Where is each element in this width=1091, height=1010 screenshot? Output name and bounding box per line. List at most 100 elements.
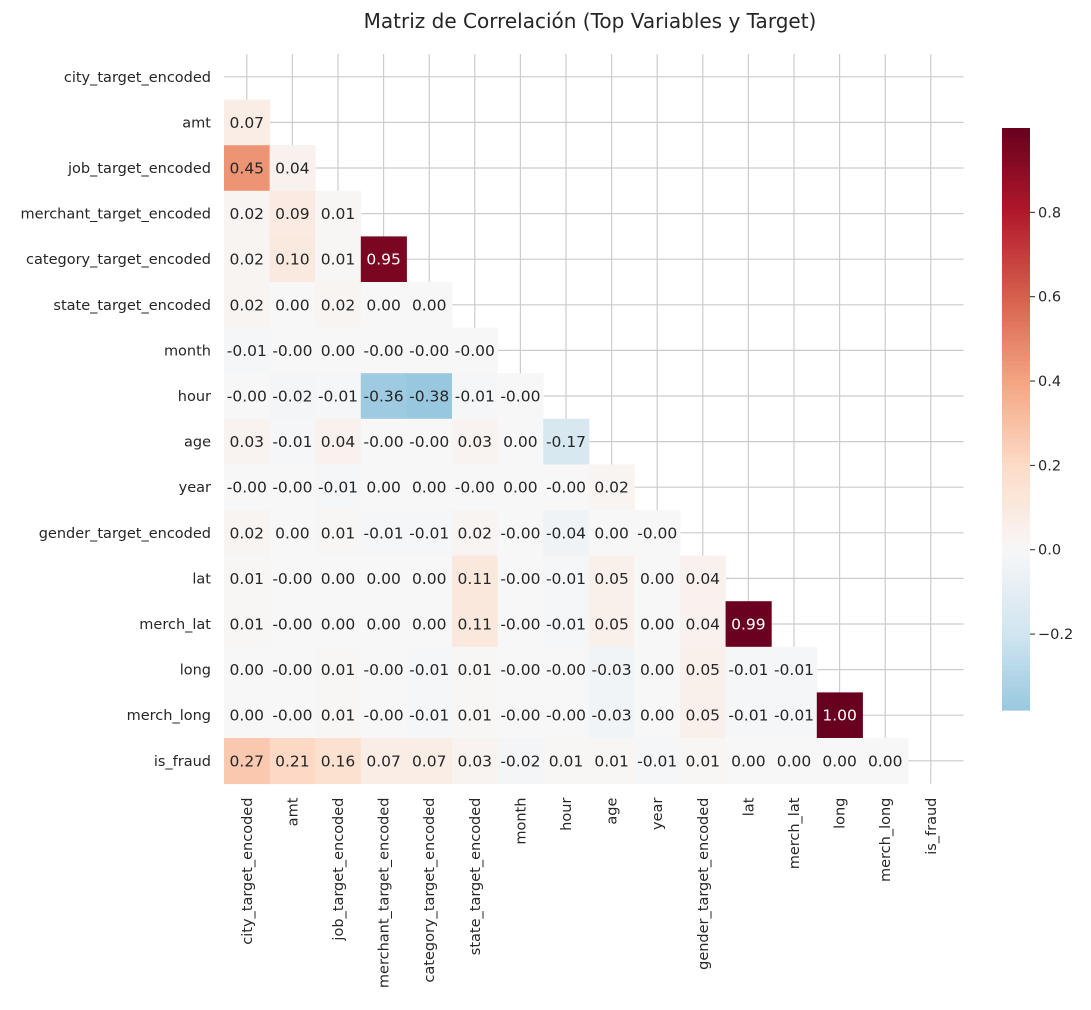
colorbar-segment <box>1002 540 1030 546</box>
cell-value-label: 0.01 <box>321 205 356 223</box>
heatmap-cell <box>588 738 635 785</box>
cell-value-label: 0.02 <box>321 296 356 314</box>
heatmap-cell <box>360 646 407 693</box>
heatmap-cell <box>269 418 316 465</box>
y-tick-label: merchant_target_encoded <box>21 207 211 223</box>
cell-value-label: -0.01 <box>728 661 768 679</box>
colorbar-segment <box>1002 380 1030 386</box>
colorbar-segment <box>1002 685 1030 692</box>
heatmap-cell <box>224 738 271 785</box>
colorbar-segment <box>1002 491 1030 498</box>
colorbar-segment <box>1002 680 1030 687</box>
colorbar-segment <box>1002 496 1030 503</box>
colorbar-segment <box>1002 622 1030 629</box>
colorbar-segment <box>1002 171 1030 178</box>
heatmap-cell <box>269 464 316 511</box>
heatmap-cell <box>452 510 499 557</box>
heatmap-cell <box>315 190 362 237</box>
colorbar-segment <box>1002 297 1030 304</box>
cell-value-label: 0.02 <box>230 296 265 314</box>
heatmap-cell <box>269 373 316 420</box>
cell-value-label: 0.00 <box>366 479 401 497</box>
x-tick-label: city_target_encoded <box>240 798 256 945</box>
cell-value-label: -0.01 <box>318 388 358 406</box>
cell-value-label: 0.05 <box>594 616 629 634</box>
colorbar-segment <box>1002 419 1030 425</box>
heatmap-cell <box>497 646 544 693</box>
cell-value-label: -0.00 <box>500 524 540 542</box>
cell-value-labels: 0.07 0.45 0.04 0.02 0.09 0.01 0.02 0.10 0.01 0.95… <box>227 114 903 770</box>
colorbar-segment <box>1002 608 1030 614</box>
cell-value-label: -0.00 <box>500 388 540 406</box>
y-tick-label: merch_lat <box>139 617 211 633</box>
cell-value-label: 0.07 <box>412 752 447 770</box>
cell-value-label: 0.00 <box>777 752 812 770</box>
heatmap-cell <box>224 327 271 374</box>
colorbar-segment <box>1002 462 1030 469</box>
heatmap-cell <box>315 646 362 693</box>
colorbar-segment <box>1002 181 1030 187</box>
cell-value-label: -0.00 <box>364 433 404 451</box>
heatmap-cell <box>543 738 590 785</box>
cell-value-label: -0.01 <box>637 752 677 770</box>
colorbar-segment <box>1002 186 1030 192</box>
cell-value-label: 0.00 <box>366 616 401 634</box>
colorbar-segment <box>1002 690 1030 697</box>
heatmap-cell <box>315 555 362 602</box>
colorbar-segment <box>1002 457 1030 464</box>
heatmap-cell <box>269 646 316 693</box>
cell-value-label: 0.00 <box>412 570 447 588</box>
cell-value-label: -0.01 <box>546 570 586 588</box>
heatmap-cell <box>269 145 316 192</box>
heatmap-cell <box>406 510 453 557</box>
cell-value-label: -0.38 <box>409 388 449 406</box>
colorbar-segment <box>1002 705 1030 711</box>
heatmap-cell <box>588 464 635 511</box>
cell-value-label: 0.01 <box>230 570 265 588</box>
colorbar-segment <box>1002 322 1030 328</box>
colorbar-segment <box>1002 482 1030 488</box>
cell-value-label: 0.00 <box>640 616 675 634</box>
colorbar-segment <box>1002 588 1030 595</box>
heatmap-cell <box>588 601 635 648</box>
heatmap-cell <box>224 646 271 693</box>
colorbar-segment <box>1002 438 1030 444</box>
colorbar-segment <box>1002 525 1030 532</box>
cell-value-label: 0.03 <box>230 433 265 451</box>
cell-value-label: 0.00 <box>503 479 538 497</box>
cell-value-label: 0.04 <box>321 433 356 451</box>
heatmap-cell <box>543 418 590 465</box>
heatmap-cell <box>360 738 407 785</box>
colorbar-segment <box>1002 137 1030 144</box>
y-tick-label: state_target_encoded <box>53 298 211 314</box>
heatmap-cell <box>360 236 407 283</box>
cell-value-label: 0.00 <box>868 752 903 770</box>
colorbar-segment <box>1002 579 1030 585</box>
colorbar-segment <box>1002 249 1030 255</box>
cell-value-label: 0.00 <box>321 570 356 588</box>
colorbar-segment <box>1002 530 1030 536</box>
cell-value-label: 0.01 <box>594 752 629 770</box>
cell-value-label: 0.02 <box>594 479 629 497</box>
cell-value-label: -0.00 <box>272 479 312 497</box>
cell-value-label: 0.04 <box>686 570 721 588</box>
heatmap-cell <box>497 601 544 648</box>
colorbar-segment <box>1002 593 1030 600</box>
colorbar-segment <box>1002 646 1030 653</box>
colorbar-segment <box>1002 147 1030 153</box>
y-tick-label: gender_target_encoded <box>39 526 211 542</box>
colorbar-segment <box>1002 132 1030 139</box>
colorbar-segment <box>1002 341 1030 347</box>
heatmap-cell <box>360 692 407 739</box>
cell-value-label: 1.00 <box>822 707 857 725</box>
cell-value-label: 0.00 <box>275 296 310 314</box>
x-tick-label: category_target_encoded <box>422 798 438 983</box>
cell-value-label: 0.11 <box>458 570 493 588</box>
colorbar-segment <box>1002 195 1030 202</box>
colorbar-segment <box>1002 225 1030 231</box>
x-tick-label: long <box>833 798 849 829</box>
x-tick-label: job_target_encoded <box>331 798 347 942</box>
cell-value-label: 0.00 <box>640 707 675 725</box>
cell-value-label: -0.00 <box>637 524 677 542</box>
x-tick-label: year <box>650 798 666 830</box>
